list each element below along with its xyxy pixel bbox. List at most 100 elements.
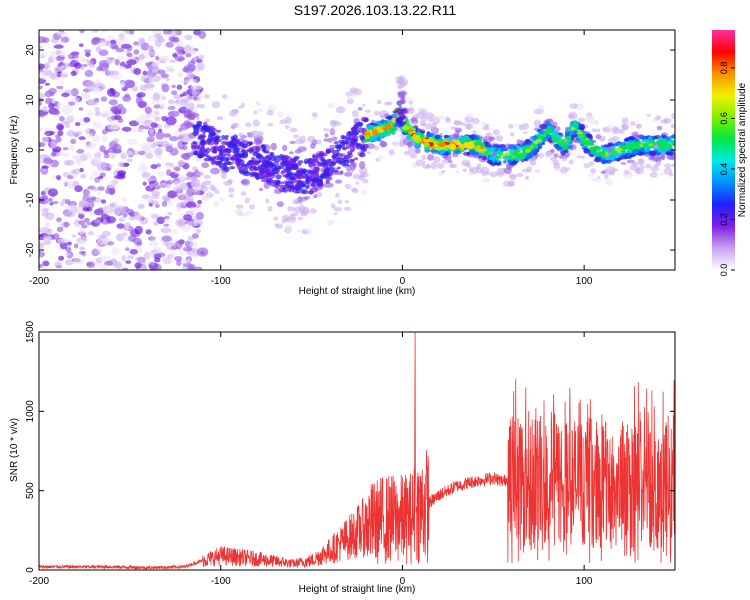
spectrogram-blob [590,168,596,174]
noise-blob [148,78,154,84]
noise-blob [85,52,91,57]
spectrogram-blob [410,117,418,122]
spectrogram-blob [670,123,675,129]
ridge-blob [219,149,226,156]
ridge-blob [490,147,496,152]
ridge-blob [657,147,663,153]
noise-blob [180,259,189,265]
spectrogram-blob [327,219,335,226]
ridge-blob [487,153,492,156]
noise-blob [70,138,77,145]
noise-blob [83,217,90,223]
ridge-blob [260,163,265,166]
ridge-blob [325,180,330,184]
spectrogram-blob [568,159,574,165]
ridge-blob [614,151,619,155]
ridge-blob [197,121,203,126]
snr-x-ticks: -200 -100 0 100 [29,332,593,587]
spectrogram-blob [211,186,218,192]
spectrogram-blob [553,153,559,159]
ridge-blob [624,143,629,147]
ridge-blob [311,177,318,182]
spectrogram-blob [465,123,472,130]
ridge-blob [235,161,240,167]
noise-blob [185,201,197,209]
noise-blob [67,62,75,68]
spectrogram-blob [659,154,665,160]
spectrogram-blob [508,123,514,129]
noise-blob [168,110,180,118]
noise-blob [75,122,81,127]
spectrogram-blob [196,116,200,121]
ridge-blob [642,142,647,146]
spectrogram-blob [421,154,427,161]
spectrogram-x-tick-label: 100 [576,276,593,287]
noise-blob [99,145,106,153]
noise-blob [122,232,128,236]
spectrogram-blob [323,182,334,188]
noise-blob [122,267,129,270]
ridge-blob [555,146,563,150]
noise-blob [121,255,127,262]
ridge-blob [423,138,430,143]
spectrogram-blob [380,140,387,148]
noise-blob [64,253,71,257]
ridge-blob [227,153,231,158]
noise-blob [110,43,118,50]
noise-blob [39,127,44,131]
ridge-blob [273,170,280,175]
ridge-blob [671,133,675,139]
ridge-blob [337,153,344,157]
noise-blob [167,190,177,199]
noise-blob [41,136,49,144]
spectrogram-blob [192,112,200,118]
spectrogram-blob [266,109,274,116]
noise-blob [173,94,182,100]
ridge-blob [419,133,425,139]
noise-blob [47,56,54,64]
ridge-blob [621,150,626,154]
spectrogram-blob [605,124,615,131]
ridge-blob [310,170,315,176]
noise-blob [50,141,57,149]
ridge-blob [392,110,399,114]
noise-blob [133,68,142,75]
spectrogram-blob [472,130,478,135]
spectrogram-blob [554,126,561,132]
spectrogram-blob [408,100,413,105]
noise-blob [87,132,94,139]
noise-blob [94,106,100,113]
ridge-blob [535,138,543,143]
ridge-blob [501,144,506,148]
noise-blob [79,236,88,243]
noise-blob [101,230,111,237]
noise-blob [66,159,75,166]
spectrogram-blob [671,112,675,120]
noise-blob [39,85,43,90]
noise-blob [175,46,185,52]
spectrogram-blob [337,199,343,205]
ridge-blob [463,142,470,146]
ridge-blob [305,184,310,190]
ridge-blob [590,149,597,155]
spectrogram-blob [518,124,525,131]
ridge-blob [339,170,344,175]
ridge-blob [614,142,620,147]
ridge-blob [330,162,336,165]
noise-blob [186,71,193,78]
noise-blob [42,267,48,270]
ridge-spike-blob [401,95,405,100]
ridge-blob [285,156,292,162]
noise-blob [127,255,135,260]
ridge-blob [444,134,450,138]
snr-y-tick-label: 500 [25,482,36,499]
spectrogram-blob [371,119,376,124]
noise-blob [84,49,92,53]
noise-blob [42,208,49,213]
ridge-blob [407,128,414,133]
noise-blob [45,97,53,105]
spectrogram-blob [183,79,190,84]
ridge-blob [255,153,262,159]
noise-blob [182,265,187,270]
ridge-blob [313,166,321,172]
